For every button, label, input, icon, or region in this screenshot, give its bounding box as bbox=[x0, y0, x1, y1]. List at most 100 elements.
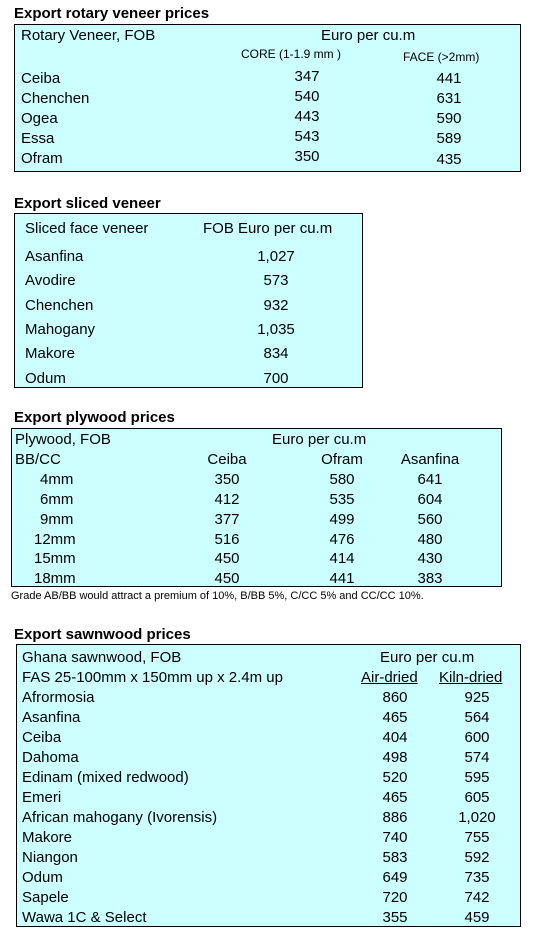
rotary-title: Export rotary veneer prices bbox=[14, 5, 210, 22]
sawnwood-col-air: Air-dried bbox=[361, 669, 418, 686]
plywood-row-ofram: 414 bbox=[329, 550, 355, 567]
rotary-row-name: Ceiba bbox=[21, 70, 61, 87]
plywood-row-size: 4mm bbox=[40, 471, 74, 488]
plywood-col-ofram: Ofram bbox=[321, 451, 363, 468]
sawnwood-row-kiln: 592 bbox=[464, 849, 490, 866]
sawnwood-row-kiln: 742 bbox=[464, 889, 490, 906]
sawnwood-row-name: Niangon bbox=[22, 849, 78, 866]
rotary-row-name: Ogea bbox=[21, 110, 58, 127]
rotary-row-core: 350 bbox=[294, 148, 320, 165]
rotary-row-core: 443 bbox=[294, 108, 320, 125]
plywood-row-ofram: 535 bbox=[329, 491, 355, 508]
sliced-row-name: Chenchen bbox=[25, 297, 94, 314]
plywood-row-ofram: 441 bbox=[329, 570, 355, 587]
plywood-row-size: 15mm bbox=[34, 550, 76, 567]
plywood-row-asanfina: 560 bbox=[417, 511, 443, 528]
rotary-row-core: 543 bbox=[294, 128, 320, 145]
sawnwood-row-name: Ceiba bbox=[22, 729, 62, 746]
sawnwood-row-air: 465 bbox=[382, 709, 408, 726]
plywood-row-asanfina: 430 bbox=[417, 550, 443, 567]
plywood-col-ceiba: Ceiba bbox=[207, 451, 247, 468]
plywood-row-asanfina: 383 bbox=[417, 570, 443, 587]
sliced-row-price: 573 bbox=[263, 272, 289, 289]
sawnwood-row-name: Wawa 1C & Select bbox=[22, 909, 147, 926]
sliced-table: Sliced face veneer FOB Euro per cu.m Asa… bbox=[14, 213, 363, 388]
sawnwood-row-air: 404 bbox=[382, 729, 408, 746]
sawnwood-row-kiln: 595 bbox=[464, 769, 490, 786]
sliced-row-price: 1,027 bbox=[257, 248, 295, 265]
sawnwood-table: Ghana sawnwood, FOB Euro per cu.m FAS 25… bbox=[16, 644, 521, 927]
sawnwood-title: Export sawnwood prices bbox=[14, 626, 191, 643]
sliced-row-name: Avodire bbox=[25, 272, 76, 289]
plywood-row-size: 12mm bbox=[34, 531, 76, 548]
sawnwood-row-air: 355 bbox=[382, 909, 408, 926]
plywood-title: Export plywood prices bbox=[14, 409, 175, 426]
rotary-header-right: Euro per cu.m bbox=[321, 27, 416, 44]
plywood-row-ceiba: 450 bbox=[214, 550, 240, 567]
sliced-row-price: 1,035 bbox=[257, 321, 295, 338]
sawnwood-row-name: Odum bbox=[22, 869, 63, 886]
rotary-row-core: 540 bbox=[294, 88, 320, 105]
sliced-row-price: 700 bbox=[263, 370, 289, 387]
rotary-col-core: CORE (1-1.9 mm ) bbox=[241, 47, 342, 61]
sliced-row-price: 834 bbox=[263, 345, 289, 362]
sawnwood-row-name: Dahoma bbox=[22, 749, 79, 766]
sawnwood-row-kiln: 925 bbox=[464, 689, 490, 706]
rotary-row-name: Essa bbox=[21, 130, 55, 147]
plywood-header-left: Plywood, FOB bbox=[15, 431, 111, 448]
rotary-col-face: FACE (>2mm) bbox=[403, 50, 480, 64]
plywood-row-asanfina: 641 bbox=[417, 471, 443, 488]
sawnwood-row-name: Afrormosia bbox=[22, 689, 95, 706]
sawnwood-row-name: Sapele bbox=[22, 889, 69, 906]
rotary-table: Rotary Veneer, FOB Euro per cu.m CORE (1… bbox=[14, 24, 521, 172]
sawnwood-row-kiln: 735 bbox=[464, 869, 490, 886]
sawnwood-header-right: Euro per cu.m bbox=[380, 649, 475, 666]
plywood-row-size: 9mm bbox=[40, 511, 74, 528]
sawnwood-row-air: 583 bbox=[382, 849, 408, 866]
sawnwood-spec: FAS 25-100mm x 150mm up x 2.4m up bbox=[22, 669, 283, 686]
sliced-row-price: 932 bbox=[263, 297, 289, 314]
rotary-row-face: 631 bbox=[436, 90, 462, 107]
plywood-row-ceiba: 412 bbox=[214, 491, 240, 508]
plywood-col-asanfina: Asanfina bbox=[400, 451, 460, 468]
sawnwood-row-air: 649 bbox=[382, 869, 408, 886]
sliced-row-name: Asanfina bbox=[25, 248, 84, 265]
plywood-row-ofram: 580 bbox=[329, 471, 355, 488]
sawnwood-header-left: Ghana sawnwood, FOB bbox=[22, 649, 182, 666]
sawnwood-row-name: Emeri bbox=[22, 789, 62, 806]
sliced-row-name: Odum bbox=[25, 370, 66, 387]
sawnwood-row-name: Edinam (mixed redwood) bbox=[22, 769, 189, 786]
sawnwood-row-kiln: 1,020 bbox=[458, 809, 496, 826]
rotary-row-name: Ofram bbox=[21, 150, 63, 167]
rotary-row-face: 589 bbox=[436, 130, 462, 147]
sawnwood-row-name: Asanfina bbox=[22, 709, 81, 726]
plywood-row-ceiba: 450 bbox=[214, 570, 240, 587]
rotary-row-face: 441 bbox=[436, 70, 462, 87]
sawnwood-col-kiln: Kiln-dried bbox=[439, 669, 503, 686]
plywood-row-size: 18mm bbox=[34, 570, 76, 587]
plywood-row-asanfina: 480 bbox=[417, 531, 443, 548]
sawnwood-row-air: 740 bbox=[382, 829, 408, 846]
plywood-row-ofram: 499 bbox=[329, 511, 355, 528]
sliced-header-right: FOB Euro per cu.m bbox=[203, 220, 333, 237]
plywood-row-ofram: 476 bbox=[329, 531, 355, 548]
sawnwood-row-kiln: 755 bbox=[464, 829, 490, 846]
sawnwood-row-name: Makore bbox=[22, 829, 73, 846]
plywood-row-ceiba: 516 bbox=[214, 531, 240, 548]
rotary-row-core: 347 bbox=[294, 68, 320, 85]
sawnwood-row-name: African mahogany (Ivorensis) bbox=[22, 809, 218, 826]
rotary-row-face: 435 bbox=[436, 151, 462, 168]
sawnwood-row-air: 886 bbox=[382, 809, 408, 826]
sawnwood-row-air: 520 bbox=[382, 769, 408, 786]
sawnwood-row-kiln: 574 bbox=[464, 749, 490, 766]
plywood-row-asanfina: 604 bbox=[417, 491, 443, 508]
sawnwood-row-kiln: 605 bbox=[464, 789, 490, 806]
sliced-row-name: Mahogany bbox=[25, 321, 96, 338]
plywood-row-ceiba: 350 bbox=[214, 471, 240, 488]
rotary-row-name: Chenchen bbox=[21, 90, 90, 107]
sawnwood-row-air: 498 bbox=[382, 749, 408, 766]
rotary-header-left: Rotary Veneer, FOB bbox=[21, 27, 156, 44]
sawnwood-row-kiln: 564 bbox=[464, 709, 490, 726]
plywood-grade: BB/CC bbox=[15, 451, 61, 468]
sliced-header-left: Sliced face veneer bbox=[25, 220, 149, 237]
